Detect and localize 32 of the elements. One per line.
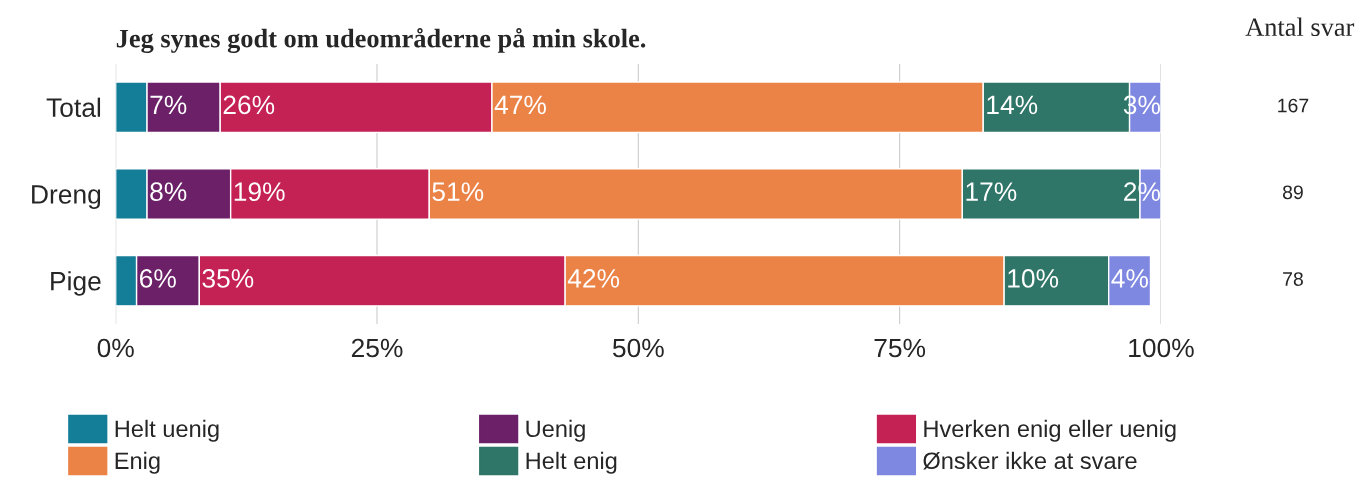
data-label: 42%	[567, 269, 620, 288]
data-label: 26%	[223, 95, 275, 115]
data-label: 4%	[1111, 269, 1148, 288]
y-tick-label: Dreng	[32, 185, 101, 209]
x-tick-label: 50%	[612, 338, 664, 358]
text: 167	[1278, 98, 1309, 113]
legend-label: Ønsker ikke at svare	[923, 451, 1137, 470]
y-tick-label: Pige	[51, 271, 101, 296]
chart-title: Jeg synes godt om udeområderne på min skole.	[116, 28, 646, 53]
data-label: 47%	[494, 95, 546, 115]
data-label: 10%	[1008, 269, 1059, 288]
text: 78	[1283, 272, 1303, 286]
legend-label: Helt enig	[526, 451, 617, 474]
data-label: 14%	[987, 95, 1038, 115]
data-label: 51%	[432, 182, 484, 202]
text: Antal svar	[1245, 17, 1355, 37]
x-tick-label: 75%	[874, 338, 926, 358]
data-label: 19%	[234, 182, 285, 202]
x-tick-label: 25%	[351, 338, 403, 358]
legend-label: Hverken enig eller uenig	[924, 419, 1176, 442]
data-label: 7%	[150, 95, 187, 115]
legend-label: Enig	[115, 451, 160, 474]
legend-label: Helt uenig	[115, 419, 219, 442]
data-label: 6%	[140, 269, 176, 288]
legend-label: Uenig	[526, 419, 585, 442]
data-label: 35%	[202, 269, 254, 288]
x-tick-label: 100%	[1129, 338, 1194, 358]
data-label: 8%	[150, 182, 187, 202]
text: 89	[1282, 185, 1303, 200]
x-tick-label: 0%	[97, 338, 134, 358]
data-label: 17%	[966, 182, 1017, 201]
y-tick-label: Total	[46, 97, 101, 118]
